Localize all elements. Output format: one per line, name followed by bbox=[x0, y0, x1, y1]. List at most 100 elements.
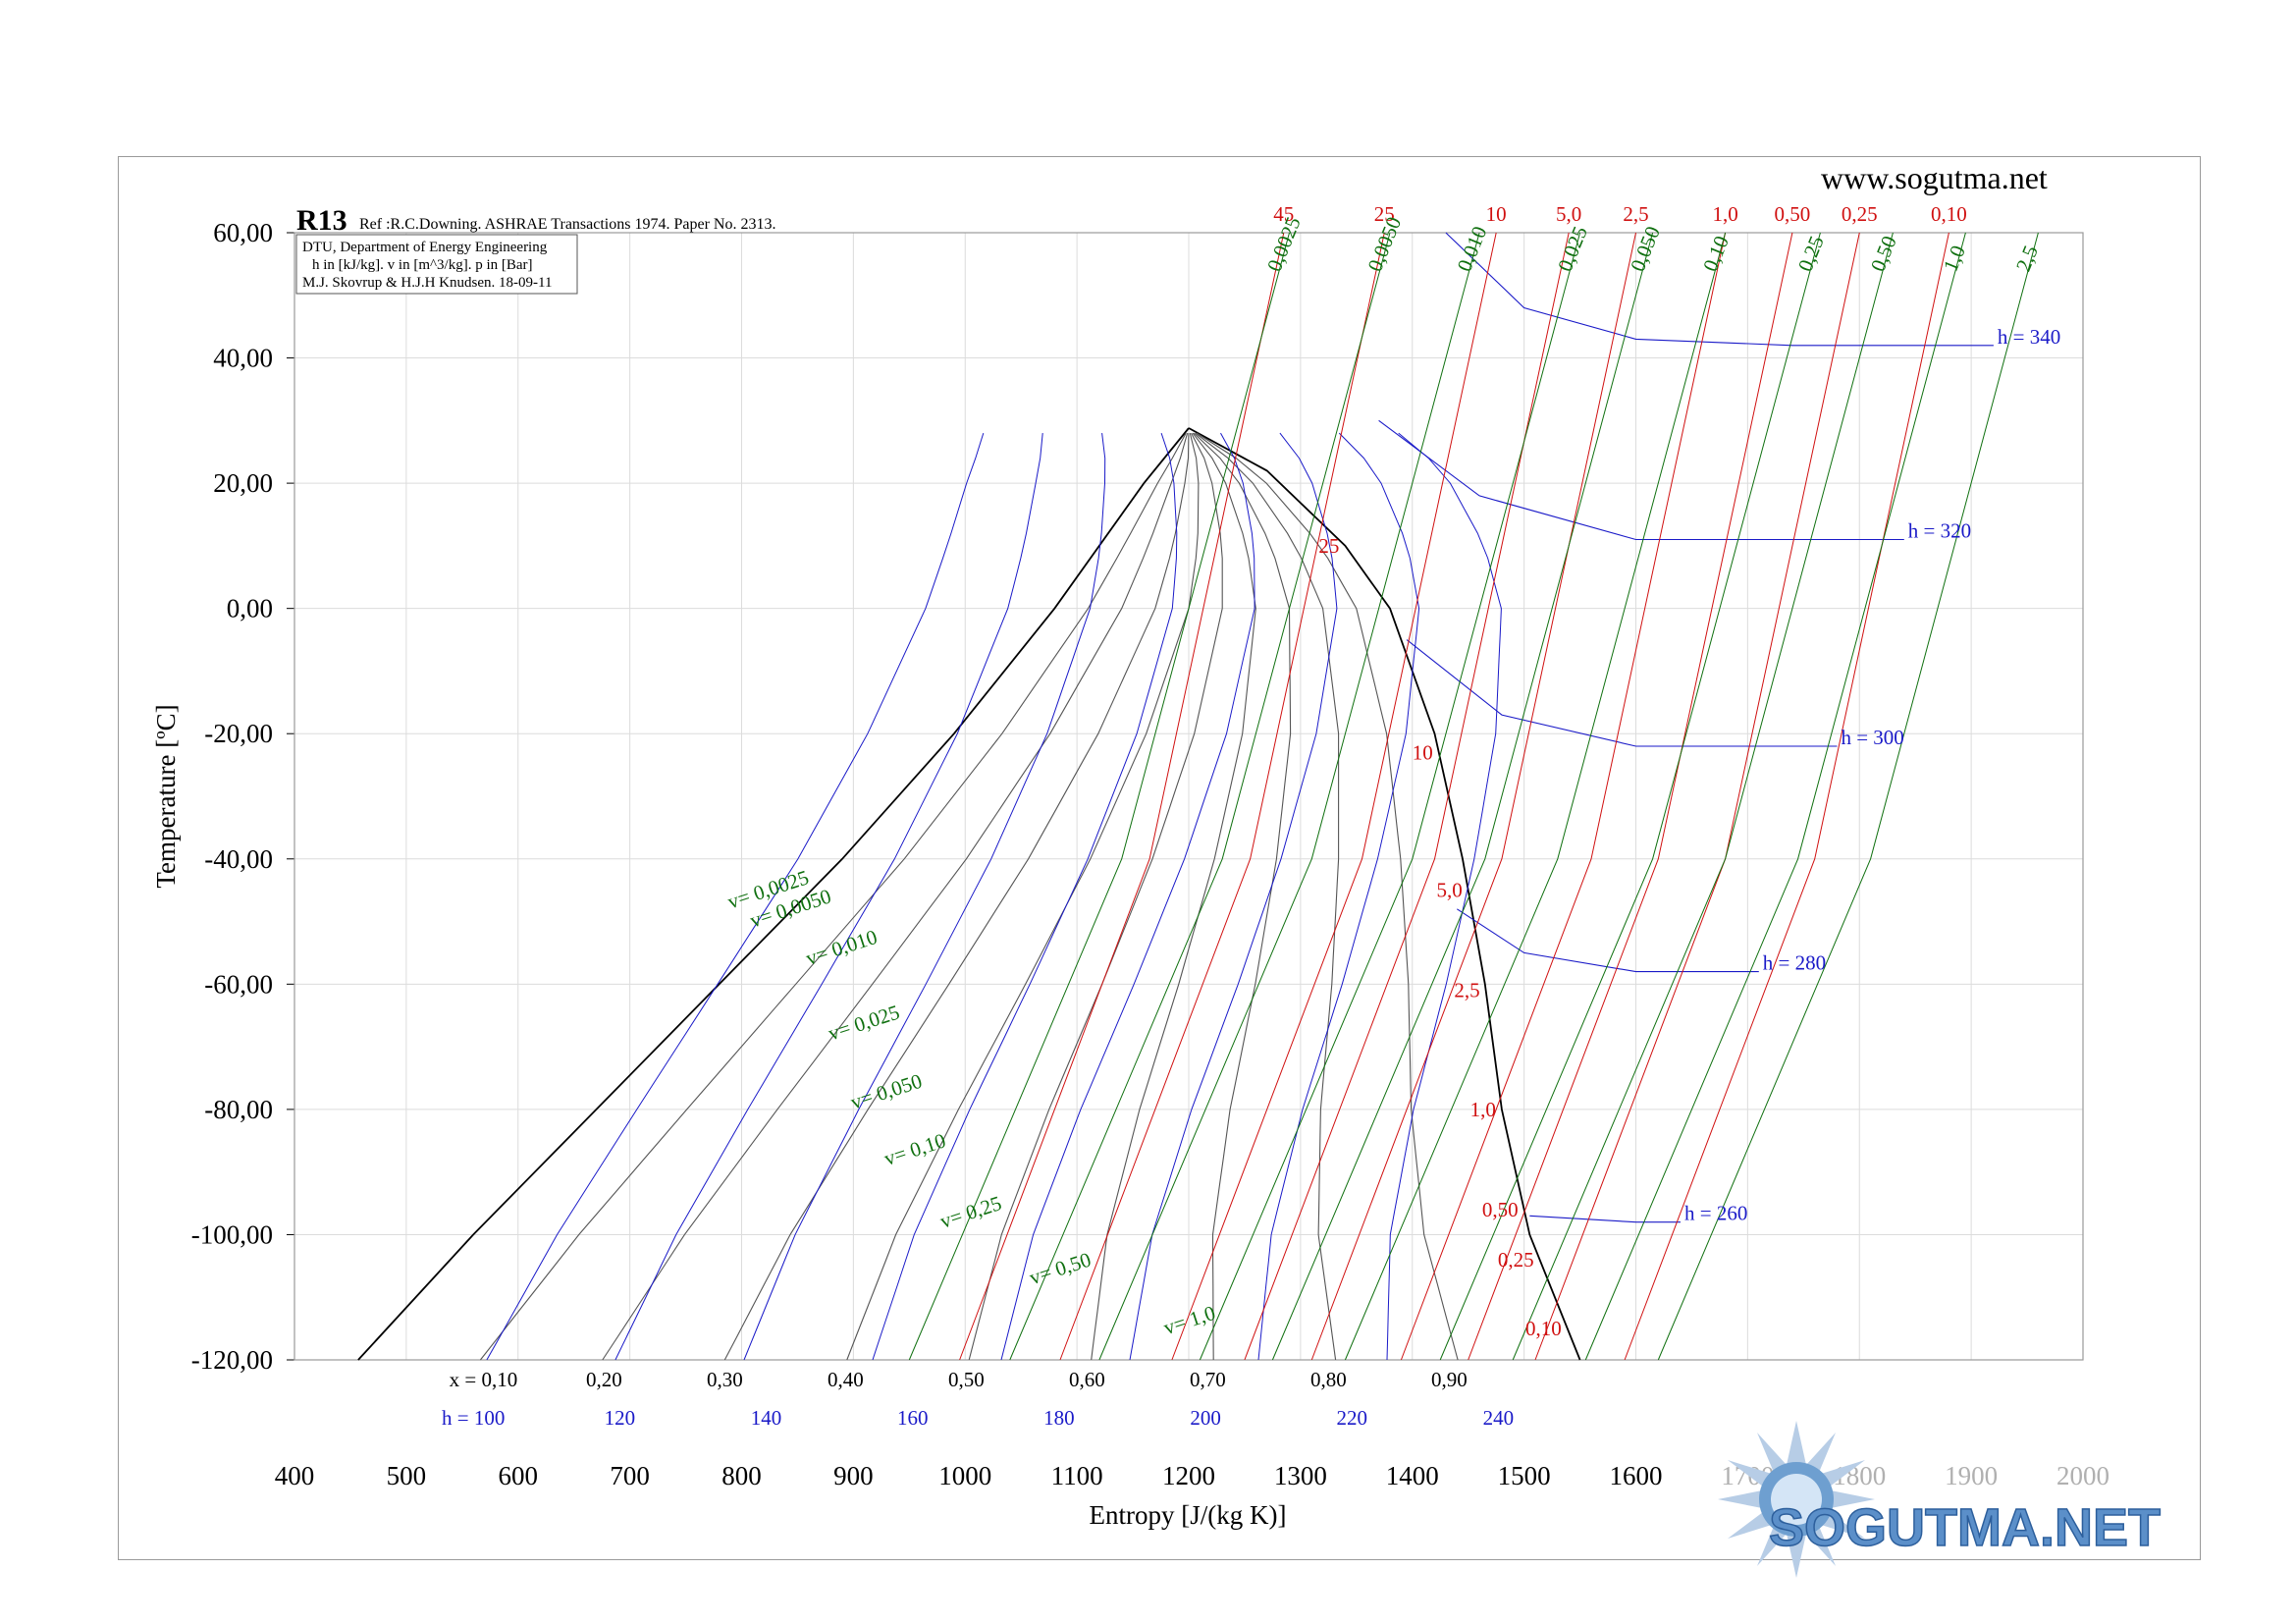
isochore-inside-label: v= 0,10 bbox=[881, 1128, 949, 1170]
y-tick-label: -60,00 bbox=[204, 969, 273, 999]
isochore-inside-label: v= 0,25 bbox=[937, 1191, 1005, 1233]
quality-line bbox=[1196, 432, 1459, 1361]
x-axis-title: Entropy [J/(kg K)] bbox=[1090, 1500, 1287, 1530]
x-tick-label: 700 bbox=[610, 1461, 650, 1490]
quality-label: 0,90 bbox=[1431, 1368, 1468, 1391]
isenthalp-bottom-label: 220 bbox=[1337, 1406, 1368, 1430]
isenthalp-line bbox=[1386, 432, 1502, 1361]
y-tick-label: -40,00 bbox=[204, 844, 273, 874]
chart-title: R13 bbox=[296, 204, 347, 237]
x-tick-label: 600 bbox=[499, 1461, 539, 1490]
isochore-line bbox=[1009, 232, 1391, 1361]
info-line-1: DTU, Department of Energy Engineering bbox=[302, 240, 548, 255]
y-tick-label: -80,00 bbox=[204, 1095, 273, 1124]
isenthalp-bottom-label: 180 bbox=[1043, 1406, 1075, 1430]
x-tick-label: 2000 bbox=[2056, 1461, 2109, 1490]
curve-layer bbox=[357, 232, 2039, 1361]
isobar-dome-label: 2,5 bbox=[1454, 979, 1479, 1002]
label-layer: 400 500 600 700 800 900 1000 1100 1200 1300 1400 15… bbox=[191, 202, 2109, 1490]
isochore-top-label: 0,50 bbox=[1866, 233, 1901, 275]
isenthalp-label: h = 340 bbox=[1998, 325, 2060, 349]
info-line-2: h in [kJ/kg]. v in [m^3/kg]. p in [Bar] bbox=[312, 257, 533, 273]
grid-layer bbox=[287, 232, 2084, 1361]
isochore-top-label: 0,25 bbox=[1793, 233, 1829, 275]
quality-label: 0,80 bbox=[1310, 1368, 1347, 1391]
isobar-top-label: 45 bbox=[1273, 202, 1294, 226]
isenthalp-bottom-label: 240 bbox=[1483, 1406, 1515, 1430]
y-tick-label: -100,00 bbox=[191, 1219, 273, 1249]
isenthalp-bottom-label: 160 bbox=[897, 1406, 929, 1430]
isenthalp-line bbox=[614, 433, 1043, 1361]
quality-line bbox=[968, 432, 1223, 1361]
x-tick-label: 1000 bbox=[938, 1461, 991, 1490]
isobar-dome-label: 0,25 bbox=[1498, 1248, 1534, 1272]
chart-frame bbox=[118, 156, 2201, 1560]
isobar-top-label: 0,10 bbox=[1931, 202, 1967, 226]
info-line-3: M.J. Skovrup & H.J.H Knudsen. 18-09-11 bbox=[302, 275, 552, 291]
quality-line bbox=[723, 433, 1190, 1361]
isobar-line bbox=[1468, 232, 1793, 1361]
isochore-line bbox=[1657, 232, 2039, 1361]
quality-line bbox=[1195, 432, 1340, 1361]
isobar-top-label: 0,25 bbox=[1842, 202, 1878, 226]
quality-label: 0,30 bbox=[707, 1368, 743, 1391]
isenthalp-label: h = 280 bbox=[1763, 951, 1826, 975]
isenthalp-line bbox=[1000, 432, 1255, 1361]
x-tick-label: 400 bbox=[275, 1461, 315, 1490]
isobar-line bbox=[1534, 232, 1860, 1361]
info-box bbox=[295, 234, 578, 295]
y-tick-label: 0,00 bbox=[227, 594, 273, 623]
isochore-line bbox=[1199, 232, 1581, 1361]
isobar-line bbox=[959, 232, 1285, 1361]
quality-line bbox=[479, 432, 1187, 1361]
isochore-line bbox=[1271, 232, 1654, 1361]
isochore-inside-label: v= 1,0 bbox=[1160, 1301, 1218, 1339]
saturated-vapor-line bbox=[1188, 427, 1581, 1361]
website-label[interactable]: www.sogutma.net bbox=[1821, 160, 2048, 195]
isobar-top-label: 0,50 bbox=[1775, 202, 1811, 226]
y-tick-label: -120,00 bbox=[191, 1345, 273, 1375]
isochore-line bbox=[1439, 232, 1821, 1361]
y-tick-label: 60,00 bbox=[213, 218, 273, 247]
chart-subtitle: Ref :R.C.Downing. ASHRAE Transactions 19… bbox=[359, 216, 775, 233]
isobar-top-label: 10 bbox=[1486, 202, 1507, 226]
isobar-dome-label: 0,10 bbox=[1525, 1317, 1562, 1340]
isochore-top-label: 0,010 bbox=[1452, 223, 1491, 275]
x-tick-label: 1100 bbox=[1051, 1461, 1103, 1490]
isochore-line bbox=[1584, 232, 1966, 1361]
isochore-inside-label: v= 0,50 bbox=[1027, 1248, 1095, 1290]
isenthalp-line bbox=[1129, 432, 1338, 1361]
y-tick-label: -20,00 bbox=[204, 719, 273, 748]
isenthalp-line bbox=[1456, 908, 1759, 973]
isochore-top-label: 0,10 bbox=[1698, 233, 1734, 275]
isochore-top-label: 0,050 bbox=[1626, 223, 1665, 275]
isenthalp-line bbox=[743, 433, 1106, 1361]
isenthalp-line bbox=[486, 432, 985, 1361]
isobar-dome-label: 10 bbox=[1413, 740, 1433, 764]
isochore-line bbox=[1344, 232, 1727, 1361]
quality-line bbox=[1091, 432, 1256, 1361]
quality-label: x = 0,10 bbox=[450, 1368, 518, 1391]
isochore-line bbox=[908, 232, 1290, 1361]
sogutma-logo: SOGUTMA.NET bbox=[1718, 1421, 2162, 1578]
isenthalp-label: h = 260 bbox=[1684, 1202, 1747, 1225]
quality-line bbox=[846, 432, 1200, 1361]
isobar-dome-label: 1,0 bbox=[1470, 1098, 1496, 1121]
isobar-top-label: 5,0 bbox=[1556, 202, 1581, 226]
x-tick-label: 1400 bbox=[1386, 1461, 1439, 1490]
isenthalp-bottom-label: 200 bbox=[1190, 1406, 1221, 1430]
isobar-line bbox=[1400, 232, 1727, 1361]
x-tick-label: 1900 bbox=[1945, 1461, 1998, 1490]
saturated-liquid-line bbox=[357, 427, 1190, 1361]
isenthalp-bottom-label: 120 bbox=[605, 1406, 636, 1430]
isochore-top-label: 0,0025 bbox=[1262, 213, 1306, 275]
y-tick-label: 40,00 bbox=[213, 344, 273, 373]
isochore-top-label: 0,025 bbox=[1553, 223, 1592, 275]
y-axis-title: Temperature [ºC] bbox=[151, 704, 181, 888]
quality-line bbox=[1193, 432, 1292, 1361]
isobar-dome-label: 0,50 bbox=[1482, 1198, 1519, 1221]
isenthalp-line bbox=[1529, 1215, 1681, 1223]
x-tick-label: 500 bbox=[387, 1461, 427, 1490]
x-tick-label: 1200 bbox=[1162, 1461, 1215, 1490]
